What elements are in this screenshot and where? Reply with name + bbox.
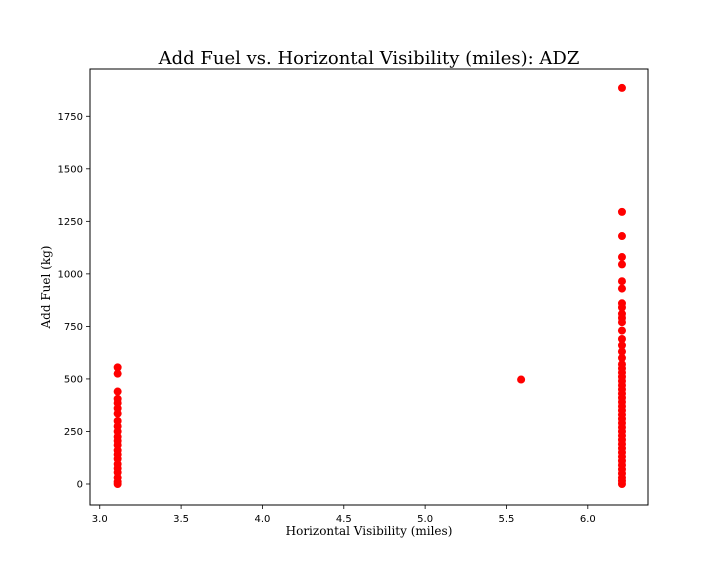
- y-tick-label: 750: [64, 322, 83, 333]
- plot-frame: [89, 68, 649, 506]
- x-tick-label: 4.0: [254, 514, 270, 525]
- y-tick-label: 250: [64, 427, 83, 438]
- x-tick-label: 5.0: [417, 514, 433, 525]
- y-tick-label: 1500: [58, 164, 83, 175]
- data-point: [617, 326, 626, 335]
- x-tick-label: 5.5: [499, 514, 515, 525]
- x-tick-label: 4.5: [336, 514, 352, 525]
- x-tick-label: 3.5: [173, 514, 189, 525]
- data-point: [617, 253, 626, 262]
- y-tick-label: 1000: [58, 269, 83, 280]
- data-point: [617, 260, 626, 269]
- data-point: [113, 387, 122, 396]
- data-point: [113, 369, 122, 378]
- y-tick-label: 1250: [58, 217, 83, 228]
- data-point: [113, 363, 122, 372]
- data-point: [617, 207, 626, 216]
- data-point: [617, 284, 626, 293]
- x-tick-label: 6.0: [580, 514, 596, 525]
- data-point: [617, 299, 626, 308]
- data-point: [113, 416, 122, 425]
- data-point: [617, 360, 626, 369]
- x-tick-label: 3.0: [92, 514, 108, 525]
- data-point: [617, 277, 626, 286]
- y-axis-label: Add Fuel (kg): [39, 246, 53, 330]
- data-point: [617, 232, 626, 241]
- data-point: [517, 375, 526, 384]
- data-point: [617, 347, 626, 356]
- chart-title: Add Fuel vs. Horizontal Visibility (mile…: [158, 48, 580, 69]
- data-point: [617, 341, 626, 350]
- data-point: [617, 335, 626, 344]
- axis-ticks: 3.0 3.5 4.0 4.5 5.0 5.5 6.0 0 250 500 750 1000 1250 1…: [58, 112, 596, 525]
- data-point: [617, 353, 626, 362]
- data-point: [617, 309, 626, 318]
- data-point: [113, 394, 122, 403]
- data-points: [113, 83, 626, 488]
- y-tick-label: 1750: [58, 112, 83, 123]
- x-axis-label: Horizontal Visibility (miles): [286, 524, 453, 538]
- y-tick-label: 500: [64, 374, 83, 385]
- y-tick-label: 0: [77, 479, 83, 490]
- data-point: [617, 83, 626, 92]
